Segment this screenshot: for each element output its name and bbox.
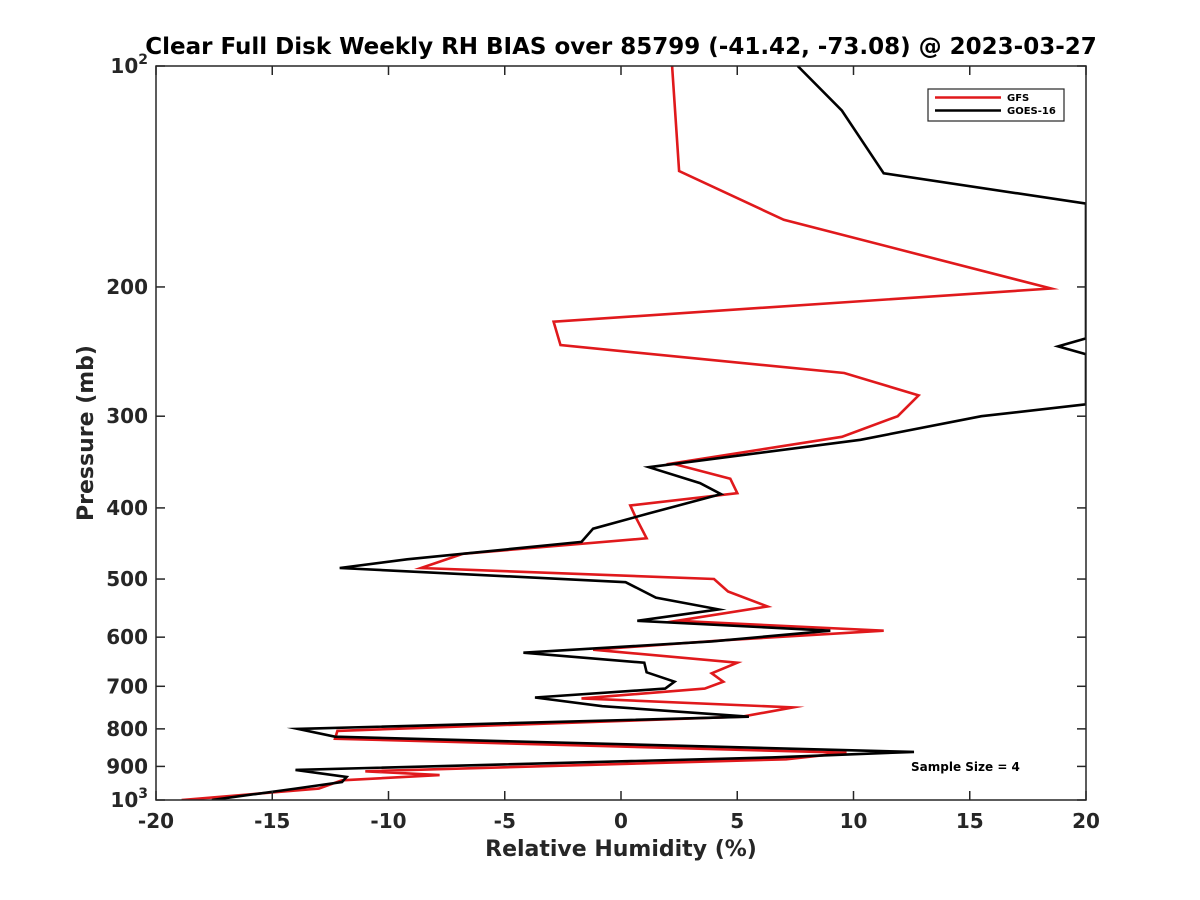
legend-label-goes16: GOES-16 bbox=[1007, 106, 1056, 117]
series-line-goes-16 bbox=[211, 66, 1086, 800]
legend-label-gfs: GFS bbox=[1007, 93, 1029, 104]
y-tick-label-1: 200 bbox=[106, 275, 148, 299]
chart-title: Clear Full Disk Weekly RH BIAS over 8579… bbox=[145, 34, 1097, 60]
series-layer bbox=[181, 66, 1086, 800]
plot-area-frame bbox=[155, 65, 1087, 801]
y-tick-label-2: 300 bbox=[106, 404, 148, 428]
x-tick-label-4: 0 bbox=[614, 809, 628, 833]
x-tick-label-1: -15 bbox=[254, 809, 290, 833]
y-tick-label-6: 700 bbox=[106, 674, 148, 698]
y-tick-label-9: 103 bbox=[110, 786, 148, 812]
y-tick-label-5: 600 bbox=[106, 625, 148, 649]
legend: GFS GOES-16 bbox=[927, 88, 1065, 122]
x-axis-label: Relative Humidity (%) bbox=[485, 837, 757, 862]
y-tick-label-8: 900 bbox=[106, 754, 148, 778]
x-tick-label-2: -10 bbox=[370, 809, 406, 833]
x-tick-label-8: 20 bbox=[1072, 809, 1100, 833]
axis-layer: -20 -15 -10 -5 0 5 10 15 20 102 200 300 400 500 600 700… bbox=[106, 52, 1100, 833]
y-tick-label-0: 102 bbox=[110, 52, 148, 78]
sample-size-annotation: Sample Size = 4 bbox=[911, 760, 1020, 774]
x-tick-label-3: -5 bbox=[494, 809, 516, 833]
x-tick-label-6: 10 bbox=[840, 809, 868, 833]
x-tick-label-7: 15 bbox=[956, 809, 984, 833]
y-tick-label-7: 800 bbox=[106, 717, 148, 741]
y-tick-label-4: 500 bbox=[106, 567, 148, 591]
y-axis-label: Pressure (mb) bbox=[74, 345, 99, 521]
legend-box bbox=[927, 88, 1065, 122]
series-line-gfs bbox=[181, 66, 1060, 800]
x-tick-label-0: -20 bbox=[138, 809, 174, 833]
y-tick-label-3: 400 bbox=[106, 496, 148, 520]
x-tick-label-5: 5 bbox=[730, 809, 744, 833]
